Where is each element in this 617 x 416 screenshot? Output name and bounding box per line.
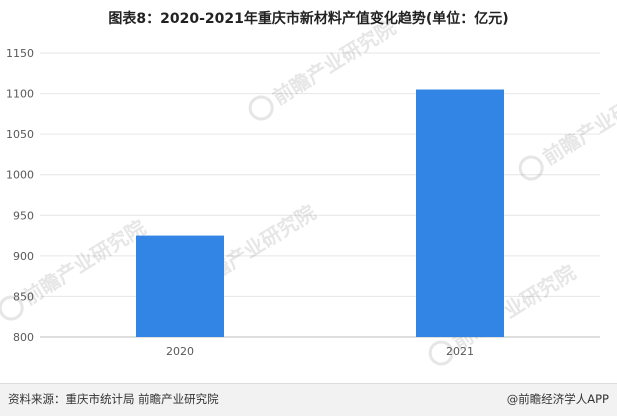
bar-2020 [136,235,224,337]
svg-text:前瞻产业研究院: 前瞻产业研究院 [268,15,399,110]
source-note: 资料来源：重庆市统计局 前瞻产业研究院 [8,392,219,406]
x-tick-label: 2020 [166,345,194,358]
gridlines [40,52,600,338]
watermark-logo: 前瞻产业研究院 [0,215,150,321]
chart-title: 图表8：2020-2021年重庆市新材料产值变化趋势(单位：亿元) [108,11,509,27]
y-tick-label: 1150 [6,47,34,60]
bars [136,89,504,337]
footer: 资料来源：重庆市统计局 前瞻产业研究院 @前瞻经济学人APP [0,383,617,416]
y-tick-label: 900 [13,250,34,263]
watermark-logo: 前瞻产业研究院 [518,75,617,181]
brand-credit: @前瞻经济学人APP [506,392,609,406]
y-tick-label: 950 [13,209,34,222]
y-tick-label: 850 [13,290,34,303]
svg-text:前瞻产业研究院: 前瞻产业研究院 [18,215,149,310]
y-tick-label: 1100 [6,88,34,101]
x-tick-label: 2021 [446,345,474,358]
svg-text:前瞻产业研究院: 前瞻产业研究院 [538,75,617,170]
bar-2021 [416,89,504,337]
y-axis-ticks: 800 850 900 950 1000 1050 1100 1150 [6,47,34,344]
watermark-logo: 前瞻产业研究院 [248,15,400,121]
y-tick-label: 800 [13,331,34,344]
x-axis-ticks: 2020 2021 [166,345,474,358]
y-tick-label: 1050 [6,128,34,141]
y-tick-label: 1000 [6,169,34,182]
